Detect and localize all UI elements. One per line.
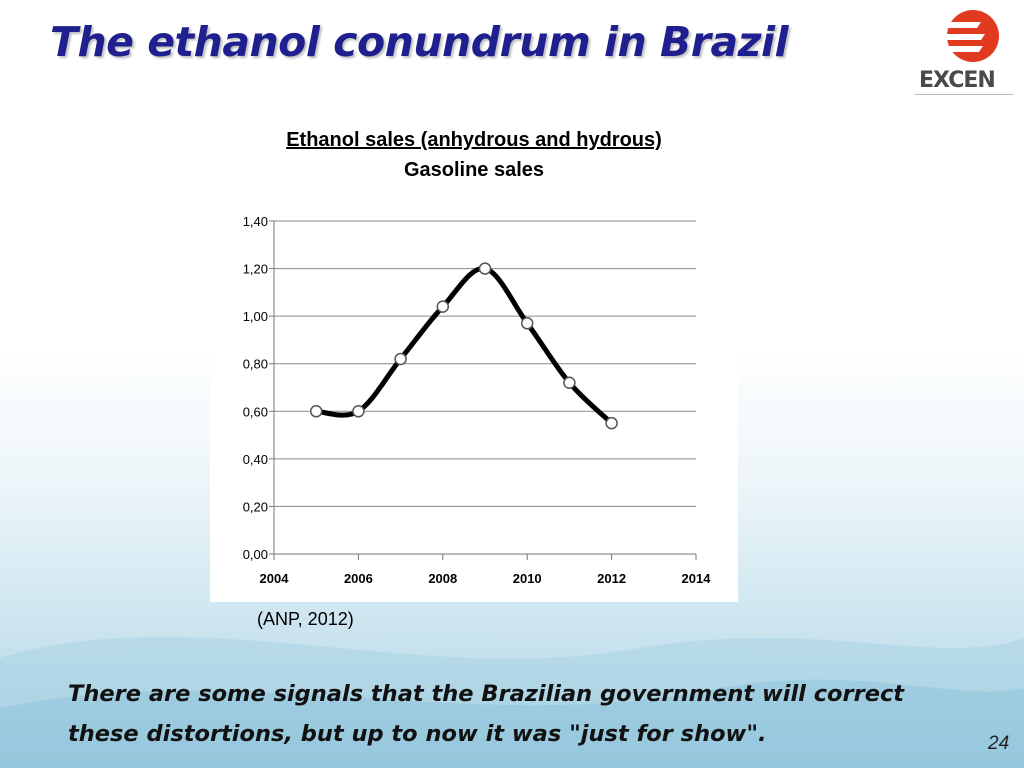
y-tick-label: 0,00 — [243, 547, 268, 562]
chart-subtitle: Gasoline sales — [403, 159, 545, 181]
logo-text: EXCEN — [919, 68, 996, 93]
body-text: There are some signals that the Brazilia… — [68, 681, 905, 747]
chart-title: Ethanol sales (anhydrous and hydrous) — [286, 129, 662, 151]
data-point — [563, 376, 576, 389]
x-tick-label: 2012 — [597, 571, 626, 586]
x-tick-label: 2010 — [513, 571, 542, 586]
x-tick-label: 2014 — [682, 571, 712, 586]
data-point — [520, 317, 534, 330]
y-tick-label: 1,00 — [243, 309, 268, 324]
x-tick-label: 2006 — [344, 571, 373, 586]
data-point — [394, 352, 407, 366]
data-point — [605, 416, 618, 430]
line-chart: 0,00 0,20 0,40 0,60 0,80 1,00 1,20 1,40 2004 2006… — [243, 214, 712, 586]
y-tick-label: 0,80 — [243, 357, 268, 372]
y-tick-label: 1,20 — [243, 262, 268, 277]
page-number: 24 — [988, 733, 1010, 754]
y-tick-label: 1,40 — [243, 214, 268, 229]
data-point — [309, 405, 323, 418]
y-tick-label: 0,60 — [243, 404, 268, 419]
y-tick-label: 0,40 — [243, 452, 268, 467]
source-citation: (ANP, 2012) — [257, 609, 354, 629]
slide-title: The ethanol conundrum in Brazil — [50, 18, 789, 66]
x-tick-label: 2004 — [260, 571, 290, 586]
data-point — [352, 405, 365, 418]
series-line — [313, 266, 615, 426]
data-point — [478, 262, 492, 275]
y-tick-label: 0,20 — [243, 499, 268, 514]
data-point — [436, 300, 450, 313]
logo-divider — [915, 94, 1013, 95]
excen-logo: EXCEN — [915, 8, 1015, 96]
x-tick-label: 2008 — [428, 571, 457, 586]
chart-panel: Ethanol sales (anhydrous and hydrous) Ga… — [210, 127, 738, 602]
excen-logo-mark-icon — [939, 10, 999, 62]
